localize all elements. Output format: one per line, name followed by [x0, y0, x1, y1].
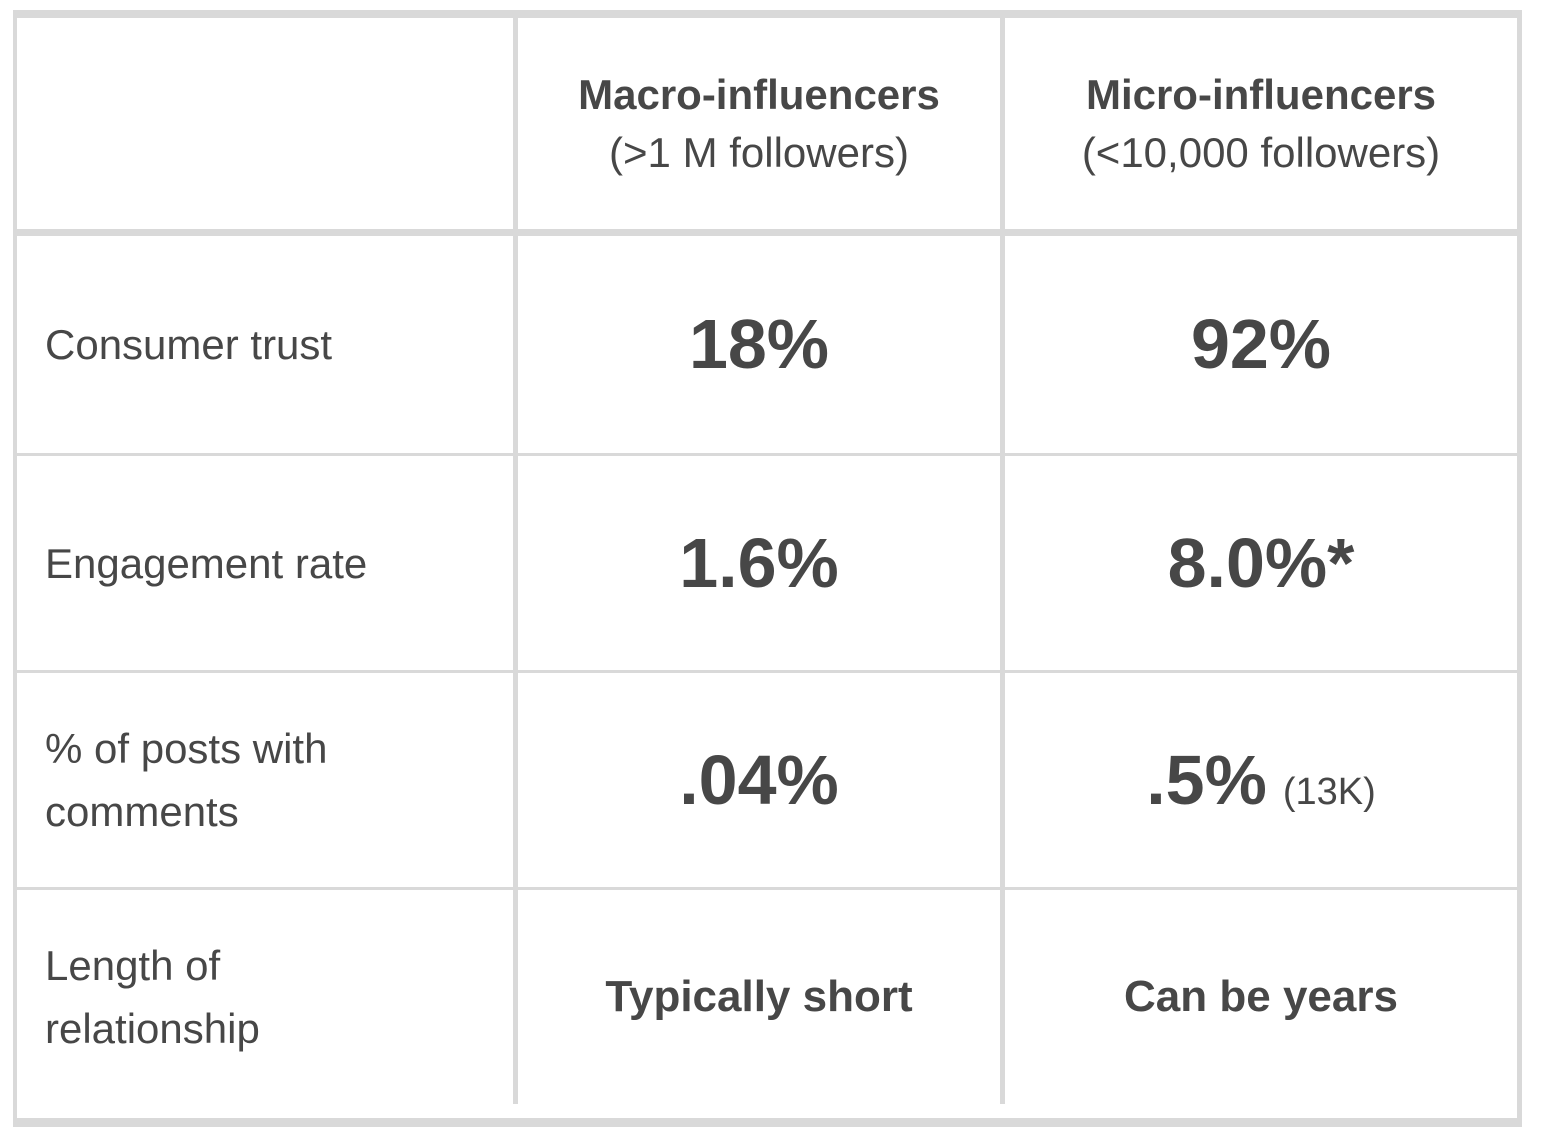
- cell-value: 1.6%: [679, 523, 839, 602]
- micro-consumer-trust-value: 92%: [1190, 305, 1332, 383]
- macro-consumer-trust-value: 18%: [688, 305, 830, 383]
- macro-engagement-rate-value: 1.6%: [679, 523, 839, 602]
- macro-column-title: Macro-influencers: [578, 70, 940, 118]
- cell-value: .04%: [679, 740, 839, 819]
- macro-value-cell: Typically short: [513, 890, 1000, 1104]
- macro-posts-comments-value: .04%: [679, 740, 839, 819]
- table-header-row: Macro-influencers (>1 M followers) Micro…: [17, 18, 1517, 236]
- row-label-cell: Length of relationship: [17, 890, 513, 1104]
- micro-value-cell: 8.0%*: [1000, 456, 1517, 670]
- micro-column-subtitle: (<10,000 followers): [1081, 128, 1441, 176]
- micro-value-cell: .5% (13K): [1000, 673, 1517, 887]
- macro-column-subtitle: (>1 M followers): [609, 128, 909, 176]
- header-macro-influencers: Macro-influencers (>1 M followers): [513, 18, 1000, 229]
- cell-value: 18%: [689, 306, 829, 383]
- macro-relationship-length-value: Typically short: [605, 971, 913, 1021]
- row-label: Length of relationship: [45, 942, 260, 1052]
- cell-value: 92%: [1191, 306, 1331, 383]
- comparison-table: Macro-influencers (>1 M followers) Micro…: [13, 10, 1522, 1127]
- micro-value-cell: 92%: [1000, 236, 1517, 453]
- micro-value-cell: Can be years: [1000, 890, 1517, 1104]
- table-row-length-of-relationship: Length of relationship Typically short C…: [17, 887, 1517, 1104]
- cell-value: Typically short: [605, 971, 912, 1024]
- cell-value: Can be years: [1124, 971, 1398, 1024]
- cell-value: 8.0%*: [1167, 523, 1355, 602]
- macro-value-cell: .04%: [513, 673, 1000, 887]
- micro-posts-comments-note: (13K): [1282, 770, 1376, 813]
- micro-column-title: Micro-influencers: [1085, 70, 1437, 118]
- row-label-cell: Engagement rate: [17, 456, 513, 670]
- header-micro-influencers: Micro-influencers (<10,000 followers): [1000, 18, 1517, 229]
- row-label-cell: Consumer trust: [17, 236, 513, 453]
- micro-relationship-length-value: Can be years: [1124, 971, 1398, 1021]
- row-label: Consumer trust: [45, 321, 333, 368]
- header-corner-cell: [17, 18, 513, 229]
- macro-value-cell: 1.6%: [513, 456, 1000, 670]
- micro-posts-comments-value: .5%: [1146, 740, 1267, 819]
- cell-value: .5% (13K): [1146, 740, 1376, 819]
- row-label: Engagement rate: [45, 539, 368, 587]
- micro-engagement-rate-value: 8.0%*: [1167, 523, 1355, 602]
- table-row-engagement-rate: Engagement rate 1.6% 8.0%*: [17, 453, 1517, 670]
- table-row-consumer-trust: Consumer trust 18% 92%: [17, 236, 1517, 453]
- table-row-posts-with-comments: % of posts with comments .04% .5% (13K): [17, 670, 1517, 887]
- macro-value-cell: 18%: [513, 236, 1000, 453]
- row-label: % of posts with comments: [45, 725, 328, 835]
- row-label-cell: % of posts with comments: [17, 673, 513, 887]
